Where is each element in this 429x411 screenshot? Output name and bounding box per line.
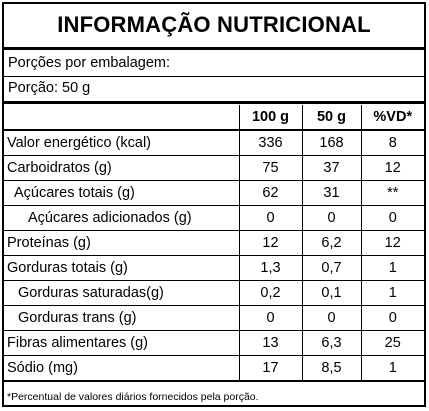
table-row: Açúcares totais (g) 62 31 ** [4,180,424,206]
value-50g: 6,3 [301,330,362,356]
value-100g: 0,2 [238,280,303,306]
value-50g: 6,2 [301,230,362,256]
info-divider [4,76,424,77]
header-vd: %VD* [360,105,424,131]
value-100g: 0 [238,205,303,231]
value-vd: 1 [360,255,424,281]
value-100g: 13 [238,330,303,356]
nutrition-table: 100 g 50 g %VD* Valor energético (kcal) … [4,105,424,382]
nutrition-facts-label: INFORMAÇÃO NUTRICIONAL Porções por embal… [2,2,426,407]
value-100g: 17 [238,355,303,382]
table-row: Sódio (mg) 17 8,5 1 [4,355,424,382]
value-100g: 1,3 [238,255,303,281]
value-50g: 37 [301,155,362,181]
header-50g: 50 g [301,105,362,131]
nutrient-name: Gorduras saturadas(g) [4,280,240,306]
value-50g: 8,5 [301,355,362,382]
value-vd: 1 [360,280,424,306]
table-row: Gorduras saturadas(g) 0,2 0,1 1 [4,280,424,306]
value-50g: 0,1 [301,280,362,306]
value-50g: 0 [301,305,362,331]
value-50g: 168 [301,129,362,156]
table-row: Fibras alimentares (g) 13 6,3 25 [4,330,424,356]
title-divider [4,47,424,50]
value-vd: 12 [360,155,424,181]
value-vd: 8 [360,129,424,156]
value-vd: 1 [360,355,424,382]
value-vd: 12 [360,230,424,256]
label-title: INFORMAÇÃO NUTRICIONAL [57,12,371,37]
table-row: Gorduras trans (g) 0 0 0 [4,305,424,331]
table-row: Valor energético (kcal) 336 168 8 [4,129,424,156]
serving-size: Porção: 50 g [8,80,91,96]
value-vd: 0 [360,205,424,231]
value-100g: 75 [238,155,303,181]
nutrient-name: Gorduras totais (g) [4,255,240,281]
value-50g: 31 [301,180,362,206]
servings-per-package: Porções por embalagem: [8,55,170,71]
value-100g: 336 [238,129,303,156]
table-row: Carboidratos (g) 75 37 12 [4,155,424,181]
value-vd: ** [360,180,424,206]
header-empty [4,105,240,131]
value-vd: 0 [360,305,424,331]
footnote: *Percentual de valores diários fornecido… [7,391,259,403]
table-top-divider [4,101,424,104]
nutrient-name: Gorduras trans (g) [4,305,240,331]
nutrient-name: Açúcares totais (g) [4,180,240,206]
table-row: Açúcares adicionados (g) 0 0 0 [4,205,424,231]
table-header-row: 100 g 50 g %VD* [4,105,424,131]
value-100g: 62 [238,180,303,206]
nutrient-name: Proteínas (g) [4,230,240,256]
value-50g: 0 [301,205,362,231]
nutrient-name: Açúcares adicionados (g) [4,205,240,231]
nutrient-name: Fibras alimentares (g) [4,330,240,356]
value-50g: 0,7 [301,255,362,281]
nutrient-name: Carboidratos (g) [4,155,240,181]
value-vd: 25 [360,330,424,356]
table-row: Proteínas (g) 12 6,2 12 [4,230,424,256]
table-row: Gorduras totais (g) 1,3 0,7 1 [4,255,424,281]
header-100g: 100 g [238,105,303,131]
value-100g: 0 [238,305,303,331]
nutrient-name: Valor energético (kcal) [4,129,240,156]
nutrient-name: Sódio (mg) [4,355,240,382]
value-100g: 12 [238,230,303,256]
